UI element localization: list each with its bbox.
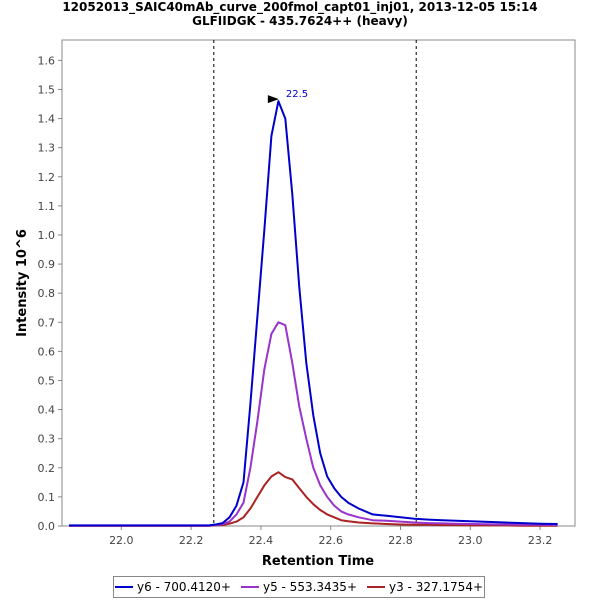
integration-boundaries [213, 40, 417, 526]
x-tick-label: 22.4 [249, 534, 274, 547]
legend-item: y3 - 327.1754+ [367, 580, 483, 594]
x-tick-label: 22.0 [109, 534, 134, 547]
y-tick-label: 0.4 [38, 404, 56, 417]
y-tick-label: 1.3 [38, 142, 56, 155]
y-tick-label: 0.0 [38, 520, 56, 533]
y-tick-label: 0.8 [38, 287, 56, 300]
chart-title-block: 12052013_SAIC40mAb_curve_200fmol_capt01_… [0, 0, 600, 28]
x-tick-label: 22.6 [318, 534, 343, 547]
peak-marker [267, 95, 279, 104]
x-tick-label: 22.8 [388, 534, 413, 547]
y-tick-label: 1.1 [38, 200, 56, 213]
legend-label: y3 - 327.1754+ [389, 580, 484, 594]
x-tick-label: 23.2 [528, 534, 553, 547]
plot-area [61, 39, 576, 527]
y-tick-label: 1.4 [38, 113, 56, 126]
series-lines [69, 100, 558, 527]
y-tick-label: 0.5 [38, 374, 56, 387]
y-axis-label: Intensity 10^6 [15, 229, 30, 337]
x-axis-ticks: 22.0 22.2 22.4 22.6 22.8 23.0 23.2 [109, 526, 552, 547]
y-tick-label: 1.0 [38, 229, 56, 242]
series-line [69, 100, 558, 527]
y-tick-label: 1.6 [38, 54, 56, 67]
peak-label: 22.5 [286, 89, 308, 100]
legend-swatch [240, 586, 259, 588]
y-axis-ticks: 0.0 0.1 0.2 0.3 0.4 0.5 0.6 0.7 0.8 0.9 1.0 1.1 1.2 1… [38, 54, 62, 533]
chart-subtitle: GLFIIDGK - 435.7624++ (heavy) [192, 14, 408, 28]
y-tick-label: 0.6 [38, 345, 56, 358]
chart-title: 12052013_SAIC40mAb_curve_200fmol_capt01_… [62, 0, 538, 14]
x-tick-label: 22.2 [179, 534, 204, 547]
legend-swatch [367, 586, 385, 588]
peak-annotation: 22.5 [267, 89, 308, 104]
legend-swatch [114, 586, 133, 588]
legend-label: y6 - 700.4120+ [136, 580, 231, 594]
legend-label: y5 - 553.3435+ [262, 580, 357, 594]
y-tick-label: 1.5 [38, 83, 56, 96]
legend-item: y5 - 553.3435+ [240, 580, 357, 594]
y-tick-label: 0.2 [38, 462, 56, 475]
y-tick-label: 0.1 [38, 491, 56, 504]
y-tick-label: 0.9 [38, 258, 56, 271]
y-tick-label: 1.2 [38, 171, 56, 184]
legend: y6 - 700.4120+ y5 - 553.3435+ y3 - 327.175… [113, 576, 485, 598]
y-tick-label: 0.7 [38, 316, 56, 329]
legend-item: y6 - 700.4120+ [114, 580, 231, 594]
x-axis-label: Retention Time [262, 554, 374, 569]
y-tick-label: 0.3 [38, 433, 56, 446]
x-tick-label: 23.0 [458, 534, 483, 547]
